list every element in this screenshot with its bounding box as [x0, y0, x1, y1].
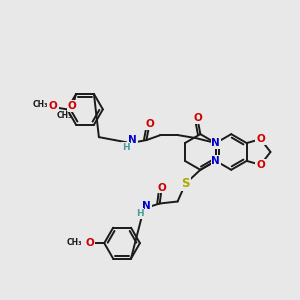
- Text: O: O: [145, 119, 154, 129]
- Text: H: H: [122, 142, 130, 152]
- Text: O: O: [49, 101, 58, 111]
- Text: S: S: [181, 177, 190, 190]
- Text: CH₃: CH₃: [56, 111, 72, 120]
- Text: O: O: [68, 101, 76, 111]
- Text: O: O: [193, 113, 202, 123]
- Text: N: N: [128, 135, 137, 145]
- Text: N: N: [212, 138, 220, 148]
- Text: O: O: [157, 183, 166, 193]
- Text: O: O: [256, 160, 265, 170]
- Text: H: H: [136, 209, 144, 218]
- Text: O: O: [256, 134, 265, 144]
- Text: O: O: [85, 238, 94, 248]
- Text: CH₃: CH₃: [33, 100, 48, 109]
- Text: CH₃: CH₃: [67, 238, 82, 247]
- Text: N: N: [142, 202, 151, 212]
- Text: N: N: [212, 156, 220, 166]
